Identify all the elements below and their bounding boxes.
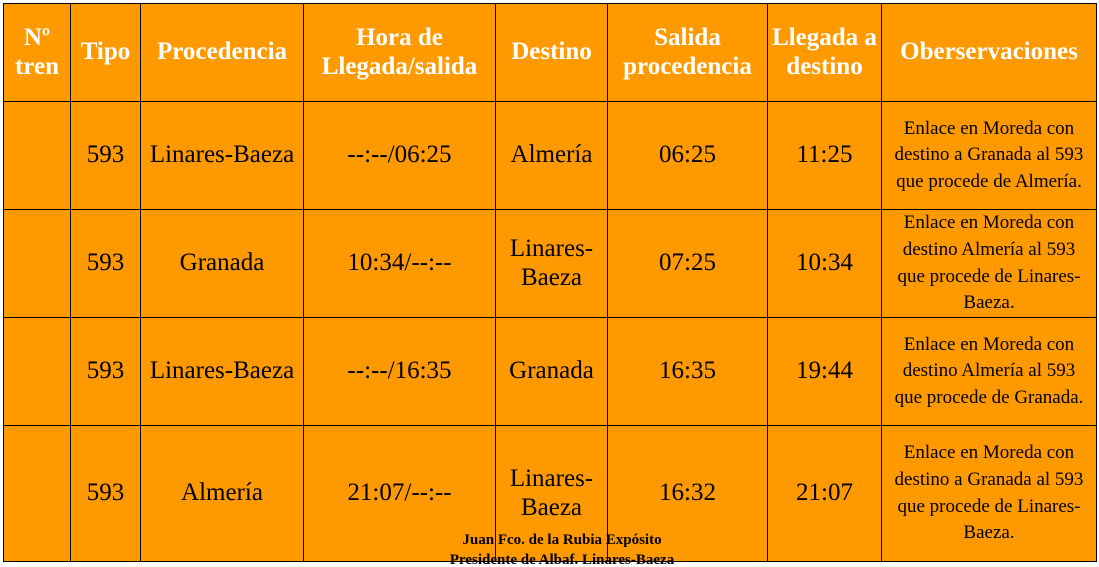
table-cell: Linares-Baeza [495,209,608,318]
table-cell: 593 [70,209,141,318]
footer-name: Juan Fco. de la Rubia Expósito [462,532,662,548]
table-cell: Almería [495,101,608,210]
observation-cell: Enlace en Moreda con destino a Granada a… [881,101,1097,210]
empty-cell [3,209,71,318]
header-cell: Procedencia [140,3,304,102]
table-cell: Linares-Baeza [495,425,608,562]
header-cell: Destino [495,3,608,102]
table-row: 593 Almería 21:07/--:-- Linares-Baeza 16:32 2… [3,425,1097,562]
table-cell: --:--/16:35 [303,317,496,426]
footer: Juan Fco. de la Rubia Expósito President… [362,530,762,567]
table-cell: Almería [140,425,304,562]
table-cell: 21:07 [767,425,882,562]
table-row: 593 Linares-Baeza --:--/16:35 Granada 16:35 1… [3,317,1097,426]
header-cell: Salida procedencia [607,3,768,102]
header-row: Nº tren Tipo Procedencia Hora de Llegada/sa… [3,3,1097,102]
empty-cell [3,317,71,426]
observation-cell: Enlace en Moreda con destino Almería al … [881,209,1097,318]
table-cell: 593 [70,317,141,426]
table-cell: 21:07/--:-- [303,425,496,562]
table-cell: 593 [70,425,141,562]
table-cell: Granada [140,209,304,318]
header-cell: Oberservaciones [881,3,1097,102]
table-cell: 07:25 [607,209,768,318]
table-cell: 10:34 [767,209,882,318]
table-cell: Linares-Baeza [140,101,304,210]
header-cell: Tipo [70,3,141,102]
table-cell: 10:34/--:-- [303,209,496,318]
header-cell: Nº tren [3,3,71,102]
table-cell: 11:25 [767,101,882,210]
table-cell: 16:35 [607,317,768,426]
table-cell: 06:25 [607,101,768,210]
table-cell: 19:44 [767,317,882,426]
observation-cell: Enlace en Moreda con destino a Granada a… [881,425,1097,562]
observation-cell: Enlace en Moreda con destino Almería al … [881,317,1097,426]
table-cell: Linares-Baeza [140,317,304,426]
table-cell: 16:32 [607,425,768,562]
header-cell: Llegada a destino [767,3,882,102]
table-row: 593 Granada 10:34/--:-- Linares-Baeza 07:25 1… [3,209,1097,318]
table-cell: Granada [495,317,608,426]
schedule-table: Nº tren Tipo Procedencia Hora de Llegada/sa… [3,3,1097,562]
empty-cell [3,101,71,210]
table-cell: --:--/06:25 [303,101,496,210]
empty-cell [3,425,71,562]
table-cell: 593 [70,101,141,210]
table-row: 593 Linares-Baeza --:--/06:25 Almería 06:25 1… [3,101,1097,210]
footer-role: Presidente de Albaf. Linares-Baeza [449,552,675,567]
header-cell: Hora de Llegada/salida [303,3,496,102]
